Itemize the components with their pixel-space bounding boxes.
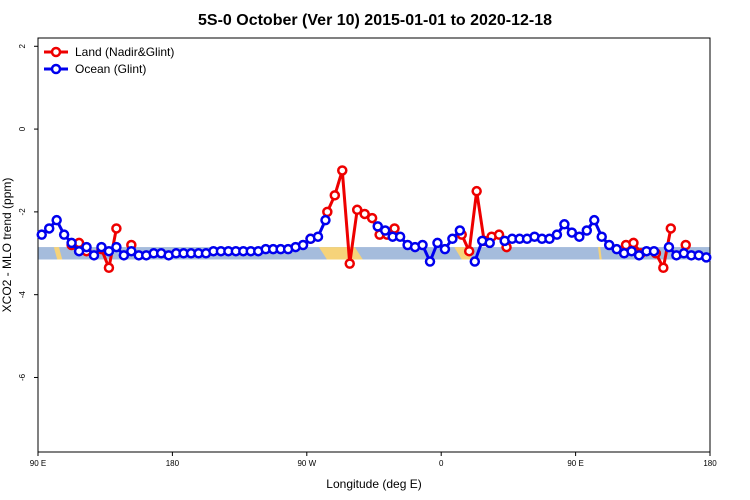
data-point-1-64: [574, 231, 585, 242]
data-point-1-60: [544, 233, 555, 245]
data-point-1-72: [633, 250, 645, 261]
data-point-1-45: [417, 239, 428, 251]
data-point-0-30: [665, 223, 677, 234]
y-tick-label-2: -2: [18, 208, 27, 216]
data-point-1-74: [648, 245, 660, 257]
data-point-0-10: [337, 165, 348, 176]
data-point-0-26: [628, 237, 639, 249]
x-tick-label-3: 0: [439, 459, 444, 468]
y-tick-label-3: -4: [18, 291, 27, 299]
data-point-1-9: [103, 245, 115, 257]
data-point-1-37: [312, 231, 324, 242]
data-point-0-17: [389, 223, 400, 234]
land-band-segment-2: [454, 247, 473, 260]
series-layer: [36, 165, 712, 274]
data-point-1-39: [372, 221, 383, 232]
data-point-0-31: [680, 239, 691, 251]
y-axis: 2 0 -2 -4 -6: [18, 44, 38, 381]
data-point-1-62: [559, 219, 570, 230]
data-point-0-12: [351, 204, 363, 216]
chart-title: 5S-0 October (Ver 10) 2015-01-01 to 2020…: [198, 12, 552, 29]
y-tick-label-1: 0: [18, 126, 27, 131]
data-point-1-63: [566, 227, 578, 238]
data-point-1-71: [626, 245, 637, 257]
data-point-1-12: [126, 245, 137, 257]
x-tick-label-5: 180: [703, 459, 717, 468]
data-point-1-61: [551, 229, 563, 240]
data-point-1-8: [96, 241, 107, 253]
data-point-0-29: [658, 262, 669, 274]
data-point-1-68: [603, 239, 615, 251]
data-point-1-38: [320, 214, 331, 226]
data-point-1-47: [432, 237, 443, 249]
y-axis-label: XCO2 - MLO trend (ppm): [0, 178, 14, 313]
data-point-0-13: [359, 208, 370, 220]
data-point-1-48: [439, 243, 451, 255]
x-axis: 90 E 180 90 W 0 90 E 180: [30, 452, 717, 468]
y-tick-label-0: 2: [18, 44, 27, 49]
data-point-1-6: [81, 241, 92, 253]
x-tick-label-1: 180: [166, 459, 180, 468]
data-point-1-65: [581, 225, 593, 236]
data-point-1-4: [66, 237, 77, 249]
data-point-1-66: [589, 214, 600, 226]
data-point-1-50: [454, 225, 466, 236]
data-point-1-69: [611, 243, 622, 255]
legend-marker-0: [50, 46, 62, 58]
data-point-1-3: [58, 229, 70, 240]
legend-label-0: Land (Nadir&Glint): [75, 45, 174, 59]
data-point-1-42: [394, 231, 406, 242]
data-point-0-23: [493, 229, 505, 240]
x-tick-label-4: 90 E: [567, 459, 583, 468]
data-point-0-20: [471, 185, 482, 197]
data-point-1-10: [111, 241, 122, 253]
data-point-1-7: [88, 250, 100, 261]
data-point-1-80: [701, 252, 712, 263]
data-point-1-11: [118, 250, 130, 261]
land-band-segment-0: [53, 247, 63, 260]
series-1: [36, 214, 712, 267]
legend-marker-1: [50, 63, 62, 75]
plot-frame: [37, 37, 711, 453]
data-point-1-40: [379, 225, 391, 236]
y-tick-label-4: -6: [18, 373, 27, 381]
x-tick-label-2: 90 W: [297, 459, 316, 468]
data-point-1-49: [447, 233, 458, 245]
legend: Land (Nadir&Glint) Ocean (Glint): [44, 45, 174, 76]
x-tick-label-0: 90 E: [30, 459, 46, 468]
data-point-1-75: [663, 241, 675, 253]
data-point-0-5: [111, 223, 122, 234]
x-axis-label: Longitude (deg E): [326, 477, 421, 491]
data-point-1-46: [424, 256, 436, 267]
land-band-segment-3: [598, 247, 602, 260]
data-point-1-2: [51, 214, 62, 226]
data-point-0-8: [322, 206, 333, 218]
legend-label-1: Ocean (Glint): [75, 62, 146, 76]
data-point-1-1: [43, 223, 55, 234]
data-point-1-67: [596, 231, 607, 242]
data-point-1-5: [73, 245, 85, 257]
data-point-0-11: [344, 258, 355, 269]
data-point-1-51: [469, 256, 481, 267]
data-point-1-53: [484, 237, 495, 249]
data-point-0-4: [103, 262, 115, 274]
data-point-1-0: [36, 229, 47, 240]
data-point-0-9: [329, 190, 341, 201]
data-point-1-35: [297, 239, 309, 251]
data-point-0-14: [366, 212, 378, 224]
data-point-0-19: [463, 245, 475, 257]
